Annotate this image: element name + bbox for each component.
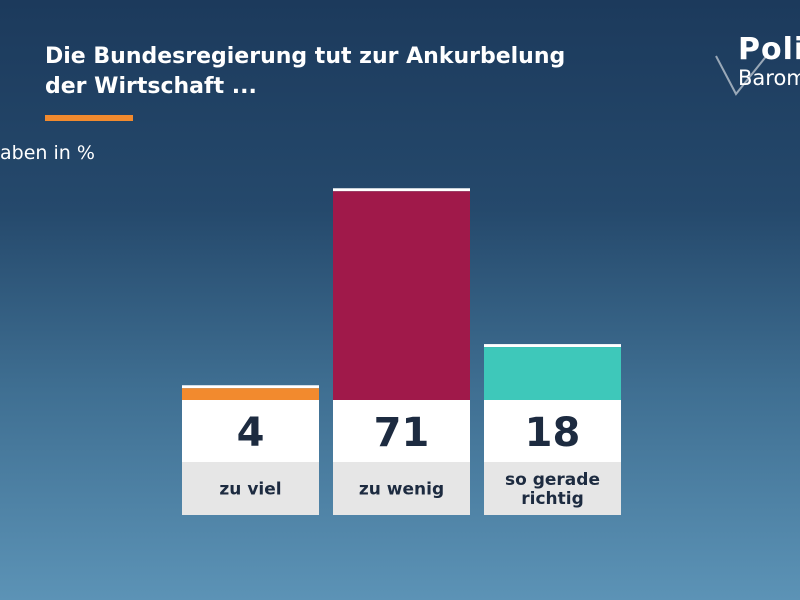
value-box-zu-viel (182, 400, 319, 462)
category-box-so-gerade-richtig (484, 462, 621, 515)
category-label-zu-wenig: zu wenig (359, 480, 444, 500)
value-label-zu-wenig: 71 (374, 410, 430, 456)
value-box-so-gerade-richtig (484, 400, 621, 462)
bar-cap-zu-viel (182, 385, 319, 389)
category-box-zu-wenig (333, 462, 470, 515)
chart-subtitle: aben in % (0, 142, 95, 164)
checkmark-icon (715, 53, 769, 96)
bar-cap-so-gerade-richtig (484, 344, 621, 348)
politbarometer-logo: Poli Barom (712, 30, 800, 100)
value-box-zu-wenig (333, 400, 470, 462)
logo-line-1: Poli (738, 32, 800, 67)
title-accent-bar (45, 115, 133, 121)
category-label-so-gerade-richtig: so gerade richtig (505, 470, 600, 509)
category-box-zu-viel (182, 462, 319, 515)
bar-so-gerade-richtig (484, 347, 621, 400)
chart-title: Die Bundesregierung tut zur Ankurbelung … (45, 44, 566, 99)
bar-zu-wenig (333, 191, 470, 400)
logo-line-2: Barom (738, 66, 800, 90)
category-label-zu-viel: zu viel (219, 480, 281, 500)
bar-cap-zu-wenig (333, 188, 470, 192)
bar-zu-viel (182, 388, 319, 400)
value-label-so-gerade-richtig: 18 (525, 410, 581, 456)
value-label-zu-viel: 4 (237, 410, 265, 456)
